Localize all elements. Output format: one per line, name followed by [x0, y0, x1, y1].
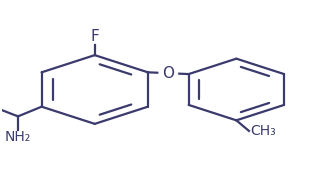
Text: F: F: [90, 29, 99, 44]
Text: CH₃: CH₃: [251, 124, 276, 138]
Text: NH₂: NH₂: [5, 130, 31, 144]
Text: O: O: [162, 66, 174, 81]
